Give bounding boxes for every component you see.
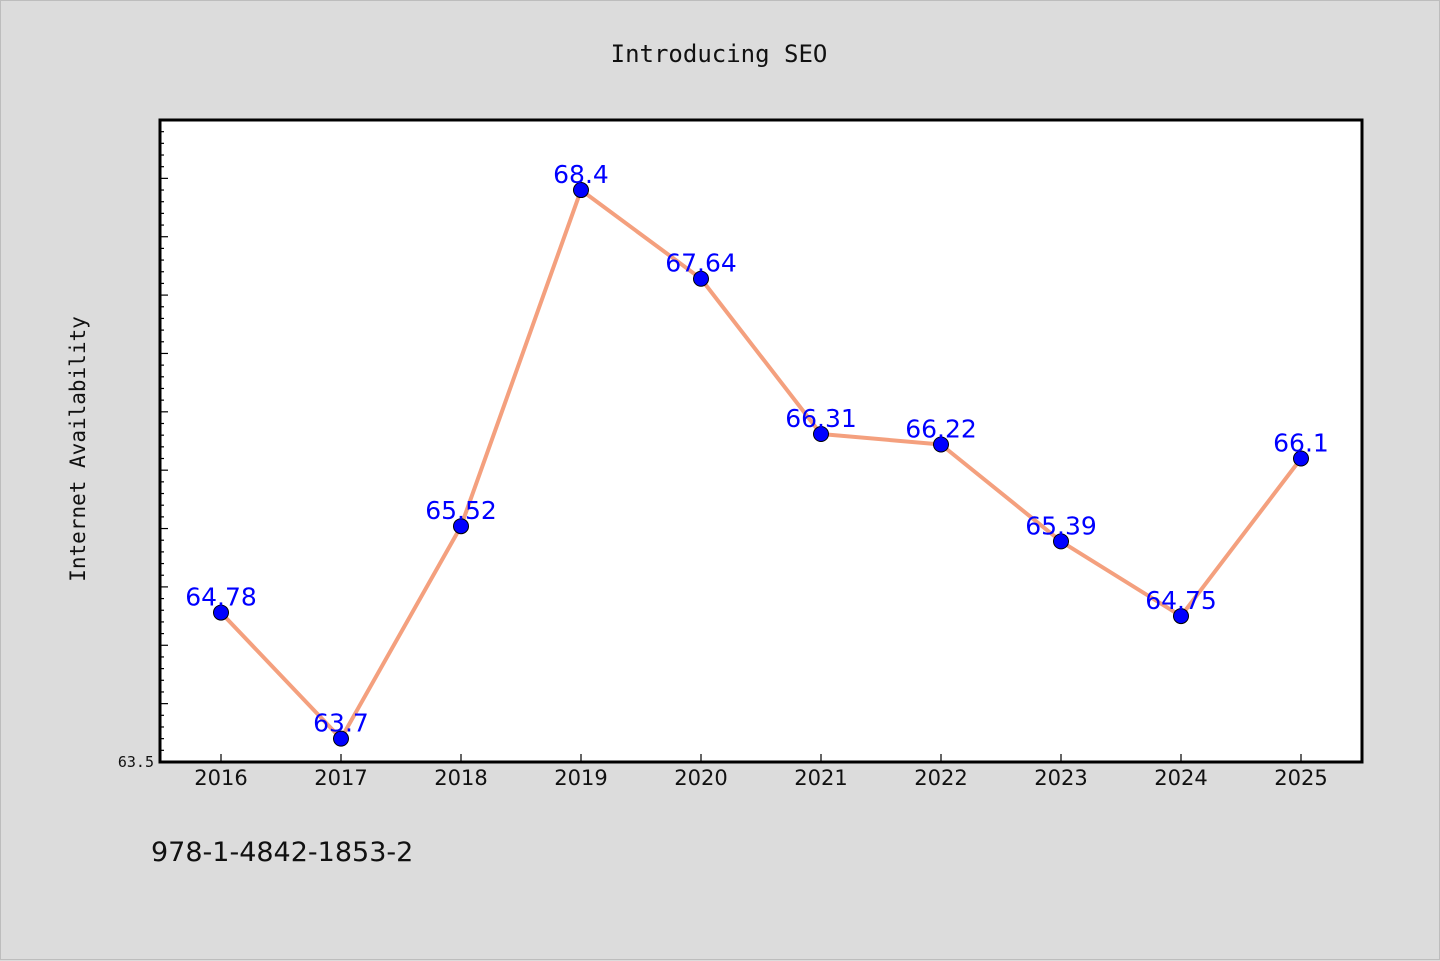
x-tick-label: 2024 bbox=[1154, 766, 1207, 790]
data-point bbox=[453, 518, 469, 535]
plot-area bbox=[158, 118, 1364, 764]
data-label: 67.64 bbox=[665, 249, 737, 278]
x-tick-label: 2022 bbox=[914, 766, 967, 790]
data-label: 66.22 bbox=[905, 415, 977, 444]
data-label: 64.78 bbox=[185, 583, 257, 612]
x-tick-label: 2018 bbox=[434, 766, 487, 790]
data-labels-group: 64.78 63.7 65.52 68.4 67.64 66.31 66.22 65.39 64… bbox=[185, 160, 1329, 738]
x-tick-label: 2017 bbox=[314, 766, 367, 790]
x-tick-label: 2016 bbox=[194, 766, 247, 790]
x-tick-label: 2019 bbox=[554, 766, 607, 790]
data-point bbox=[693, 270, 709, 287]
data-point bbox=[333, 730, 349, 747]
chart-title: Introducing SEO bbox=[611, 40, 828, 68]
data-label: 68.4 bbox=[553, 160, 609, 189]
series-group bbox=[213, 182, 1309, 747]
data-label: 65.52 bbox=[425, 496, 497, 525]
x-axis-ticks: 2016 2017 2018 2019 2020 2021 2022 2023 2024 2025 bbox=[194, 754, 1328, 790]
data-point bbox=[573, 182, 589, 199]
y-axis-ticks: 63.5 bbox=[118, 119, 168, 771]
data-point bbox=[1173, 608, 1189, 625]
x-tick-label: 2025 bbox=[1274, 766, 1327, 790]
data-label: 66.1 bbox=[1273, 429, 1329, 458]
data-point bbox=[1293, 450, 1309, 467]
y-tick-label: 63.5 bbox=[118, 753, 154, 771]
data-point bbox=[813, 425, 829, 442]
data-point bbox=[213, 604, 229, 621]
x-tick-label: 2021 bbox=[794, 766, 847, 790]
x-tick-label: 2023 bbox=[1034, 766, 1087, 790]
data-label: 65.39 bbox=[1025, 511, 1097, 540]
x-tick-label: 2020 bbox=[674, 766, 727, 790]
data-point bbox=[933, 436, 949, 453]
data-label: 63.7 bbox=[313, 709, 369, 738]
data-label: 64.75 bbox=[1145, 586, 1217, 615]
data-point bbox=[1053, 533, 1069, 550]
y-axis-label: Internet Availability bbox=[66, 316, 90, 582]
data-label: 66.31 bbox=[785, 404, 857, 433]
series-line bbox=[219, 188, 1303, 741]
isbn-text: 978-1-4842-1853-2 bbox=[151, 837, 414, 868]
